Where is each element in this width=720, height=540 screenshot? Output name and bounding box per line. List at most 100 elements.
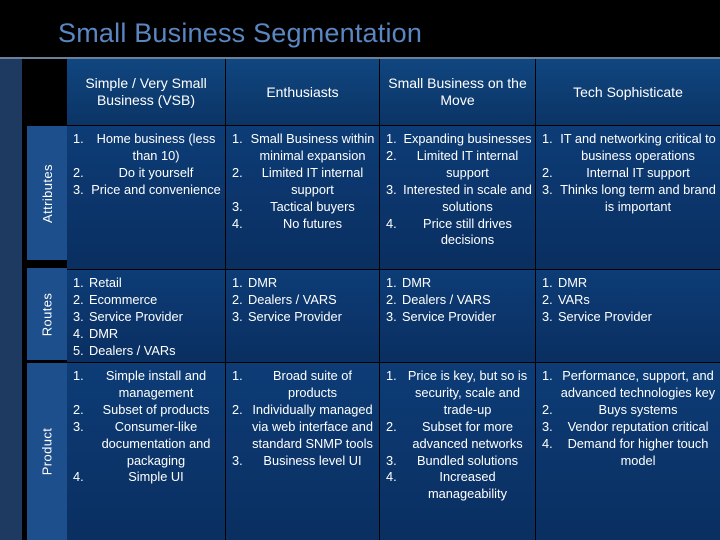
list-item: 1. DMR <box>232 275 278 290</box>
list-number: 1. <box>386 131 397 146</box>
cell-routes-tech-sophisticate: 1. DMR 2. VARs 3. Service Provider <box>536 270 720 362</box>
list-item: 2. VARs <box>542 291 590 307</box>
list-item: 3. Tactical buyers <box>232 198 355 214</box>
list-number: 3. <box>232 308 243 324</box>
list-item: 5. Dealers / VARs <box>73 342 176 358</box>
segmentation-table: Simple / Very Small Business (VSB) Enthu… <box>67 59 720 540</box>
list-item: 3. Price and convenience <box>73 181 221 197</box>
cell-routes-vsb: 1. Retail 2. Ecommerce 3. Service Provider … <box>67 270 225 362</box>
title-divider <box>0 57 720 59</box>
list-number: 4. <box>232 215 243 231</box>
cell-attributes-on-the-move: 1. Expanding businesses 2. Limited IT inte… <box>380 126 535 269</box>
row-label-product: Product <box>27 363 67 540</box>
row-label-attributes: Attributes <box>27 126 67 260</box>
list-number: 4. <box>542 435 553 451</box>
row-label-routes-text: Routes <box>39 292 55 336</box>
list-item: 2. Dealers / VARS <box>386 291 491 307</box>
list-number: 1. <box>232 275 243 290</box>
column-header-tech-sophisticate: Tech Sophisticate <box>536 59 720 125</box>
list-number: 3. <box>73 418 84 434</box>
slide-title: Small Business Segmentation <box>58 18 423 48</box>
list-number: 1. <box>232 131 243 146</box>
list-item: 3. Thinks long term and brand is importan… <box>542 181 716 214</box>
list-item: 1. Performance, support, and advanced tec… <box>542 368 716 400</box>
list-item: 2. Limited IT internal support <box>232 164 364 197</box>
list-item: 4. Price still drives decisions <box>386 215 512 248</box>
list-item: 2. Internal IT support <box>542 164 690 180</box>
list-item: 3. Bundled solutions <box>386 452 519 468</box>
list-number: 2. <box>232 164 243 180</box>
list-number: 2. <box>542 291 553 307</box>
list-item: 2. Dealers / VARS <box>232 291 337 307</box>
list-item: 1. Expanding businesses <box>386 131 532 146</box>
list-number: 4. <box>386 469 397 485</box>
list-number: 3. <box>386 308 397 324</box>
list-number: 1. <box>542 275 553 290</box>
list-item: 3. Service Provider <box>542 308 652 324</box>
cell-attributes-enthusiasts: 1. Small Business within minimal expansio… <box>226 126 379 269</box>
list-item: 3. Consumer-like documentation and packag… <box>73 418 211 468</box>
row-label-product-text: Product <box>39 427 55 476</box>
list-number: 3. <box>542 308 553 324</box>
column-header-on-the-move: Small Business on the Move <box>380 59 535 125</box>
cell-routes-enthusiasts: 1. DMR 2. Dealers / VARS 3. Service Provide… <box>226 270 379 362</box>
list-number: 3. <box>542 181 553 197</box>
list-item: 4. No futures <box>232 215 343 231</box>
list-item: 1. Small Business within minimal expansio… <box>232 131 375 163</box>
row-label-attributes-text: Attributes <box>39 163 55 223</box>
cell-attributes-vsb: 1. Home business (less than 10) 2. Do it y… <box>67 126 225 269</box>
list-item: 1. Retail <box>73 275 122 290</box>
list-number: 3. <box>386 181 397 197</box>
cell-product-on-the-move: 1. Price is key, but so is security, scal… <box>380 363 535 540</box>
list-number: 1. <box>73 131 84 146</box>
list-number: 3. <box>73 308 84 324</box>
list-item: 1. Home business (less than 10) <box>73 131 216 163</box>
row-label-routes: Routes <box>27 268 67 360</box>
list-item: 3. Business level UI <box>232 452 362 468</box>
list-number: 2. <box>73 291 84 307</box>
list-item: 1. DMR <box>542 275 588 290</box>
list-number: 2. <box>542 164 553 180</box>
list-item: 1. DMR <box>386 275 432 290</box>
list-number: 3. <box>73 181 84 197</box>
list-number: 1. <box>73 368 84 383</box>
list-number: 3. <box>542 418 553 434</box>
list-item: 4. DMR <box>73 325 119 341</box>
list-item: 4. Simple UI <box>73 469 184 485</box>
list-item: 2. Ecommerce <box>73 291 158 307</box>
list-item: 2. Subset for more advanced networks <box>386 418 523 451</box>
list-number: 4. <box>73 325 84 341</box>
list-item: 2. Limited IT internal support <box>386 147 519 180</box>
list-item: 3. Service Provider <box>386 308 496 324</box>
list-item: 3. Vendor reputation critical <box>542 418 709 434</box>
list-item: 1. Price is key, but so is security, scal… <box>386 368 528 417</box>
list-item: 3. Service Provider <box>232 308 342 324</box>
list-item: 1. Simple install and management <box>73 368 207 400</box>
list-number: 2. <box>386 147 397 163</box>
list-number: 3. <box>232 198 243 214</box>
column-header-vsb: Simple / Very Small Business (VSB) <box>67 59 225 125</box>
list-number: 1. <box>232 368 243 383</box>
list-item: 2. Do it yourself <box>73 164 194 180</box>
list-number: 2. <box>73 164 84 180</box>
list-number: 3. <box>386 452 397 468</box>
list-number: 2. <box>232 401 243 417</box>
cell-product-vsb: 1. Simple install and management 2. Subset… <box>67 363 225 540</box>
list-number: 2. <box>386 418 397 434</box>
list-number: 2. <box>73 401 84 417</box>
list-item: 3. Service Provider <box>73 308 183 324</box>
list-item: 4. Increased manageability <box>386 469 507 502</box>
list-number: 1. <box>542 131 553 146</box>
list-number: 1. <box>73 275 84 290</box>
list-item: 2. Subset of products <box>73 401 210 417</box>
side-accent-bar <box>0 59 22 540</box>
list-item: 2. Buys systems <box>542 401 678 417</box>
cell-product-tech-sophisticate: 1. Performance, support, and advanced tec… <box>536 363 720 540</box>
list-item: 3. Interested in scale and solutions <box>386 181 532 214</box>
list-item: 4. Demand for higher touch model <box>542 435 709 468</box>
list-number: 2. <box>542 401 553 417</box>
cell-attributes-tech-sophisticate: 1. IT and networking critical to business… <box>536 126 720 269</box>
list-number: 2. <box>386 291 397 307</box>
list-number: 1. <box>386 368 397 383</box>
list-number: 4. <box>386 215 397 231</box>
